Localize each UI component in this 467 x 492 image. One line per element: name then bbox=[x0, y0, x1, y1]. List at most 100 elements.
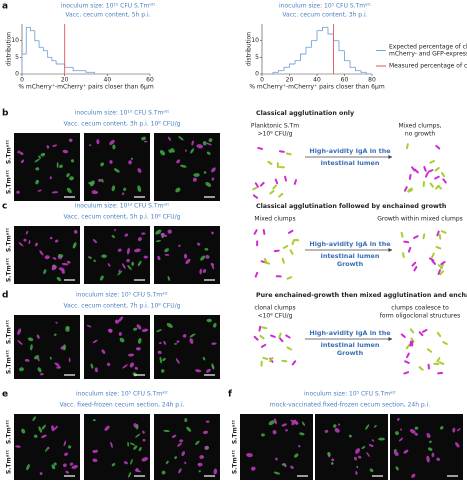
fluorescent-cell bbox=[57, 254, 64, 258]
x-tick-label: 0 bbox=[20, 77, 24, 84]
bacterium bbox=[438, 233, 442, 240]
legend-label: Measured percentage of clustered mCherry… bbox=[389, 63, 467, 70]
fluorescent-cell bbox=[174, 456, 178, 459]
fluorescent-cell bbox=[70, 159, 75, 163]
bacterium bbox=[442, 341, 448, 346]
bacterium bbox=[429, 160, 435, 164]
fluorescent-cell bbox=[24, 358, 30, 362]
bacterium bbox=[422, 181, 425, 188]
fluorescent-cell bbox=[134, 248, 141, 253]
fluorescent-cell bbox=[141, 457, 149, 462]
fluorescent-cell bbox=[414, 426, 419, 430]
fluorescent-cell bbox=[135, 347, 141, 351]
fluorescent-cell bbox=[356, 465, 359, 469]
fluorescent-cell bbox=[109, 139, 115, 146]
fluorescent-cell bbox=[143, 255, 148, 259]
fluorescent-cell bbox=[330, 462, 334, 465]
fluorescent-cell bbox=[211, 342, 217, 345]
bacterium bbox=[289, 249, 294, 255]
fluorescent-cell bbox=[69, 462, 74, 466]
channel-label: S.Tmᵃᵗᵗ bbox=[6, 258, 13, 282]
fluorescent-cell bbox=[161, 470, 166, 475]
bacterium bbox=[440, 230, 447, 234]
bacterium bbox=[278, 337, 284, 343]
histogram-bin bbox=[355, 67, 361, 72]
fluorescent-cell bbox=[61, 262, 69, 266]
fluorescent-cell bbox=[38, 155, 41, 159]
fluorescent-cell bbox=[28, 240, 31, 245]
fluorescent-cell bbox=[127, 265, 132, 270]
fluorescent-cell bbox=[272, 430, 277, 435]
bacterium bbox=[405, 352, 410, 359]
fluorescent-cell bbox=[56, 276, 62, 282]
bacterium bbox=[436, 185, 443, 190]
fluorescent-cell bbox=[104, 425, 110, 431]
bacterium bbox=[407, 246, 412, 253]
bacterium bbox=[260, 343, 267, 348]
fluorescent-cell bbox=[426, 455, 430, 463]
bacterium bbox=[431, 252, 435, 259]
histogram-bin bbox=[278, 70, 284, 73]
bacterium bbox=[267, 160, 273, 166]
micrograph-background bbox=[84, 414, 150, 480]
fluorescent-cell bbox=[164, 234, 168, 237]
fluorescent-cell bbox=[66, 173, 70, 178]
bacterium bbox=[279, 166, 285, 169]
bacterium bbox=[262, 356, 269, 361]
fluorescent-cell bbox=[53, 333, 57, 336]
fluorescent-cell bbox=[46, 145, 50, 149]
fluorescent-cell bbox=[126, 258, 130, 263]
fluorescent-cell bbox=[63, 347, 66, 351]
micrograph-background bbox=[390, 414, 463, 480]
fluorescent-cell bbox=[101, 178, 104, 183]
fluorescent-cell bbox=[355, 448, 360, 454]
bacterium bbox=[409, 340, 412, 347]
fluorescent-cell bbox=[299, 432, 305, 436]
bacterium bbox=[278, 150, 285, 153]
fluorescent-cell bbox=[452, 427, 456, 433]
diagram-right-label: no growth bbox=[405, 131, 435, 138]
fluorescent-cell bbox=[19, 151, 24, 156]
bacterium bbox=[407, 189, 413, 193]
bacterium bbox=[440, 261, 446, 266]
bacterium bbox=[291, 239, 295, 246]
channel-label: S.Tmᵃᵗᵗ bbox=[6, 420, 13, 444]
bacterium bbox=[286, 276, 293, 280]
bacterium bbox=[436, 331, 442, 338]
fluorescent-cell bbox=[123, 461, 128, 465]
histogram-bin bbox=[344, 50, 350, 62]
histogram-bin bbox=[47, 50, 52, 58]
fluorescent-cell bbox=[92, 339, 98, 344]
diagram-bacteria bbox=[253, 325, 448, 375]
fluorescent-cell bbox=[165, 460, 169, 465]
fluorescent-cell bbox=[41, 424, 46, 430]
channel-label: S.Tmᵃᵗᵗ bbox=[6, 450, 13, 474]
fluorescent-cell bbox=[213, 468, 218, 475]
histogram-bin bbox=[327, 27, 334, 35]
arrow-label: intestinal lumen bbox=[321, 341, 380, 349]
fluorescent-cell bbox=[35, 179, 39, 185]
fluorescent-cell bbox=[178, 468, 182, 474]
bacterium bbox=[405, 344, 411, 350]
fluorescent-cell bbox=[251, 466, 256, 471]
panel-label: f bbox=[228, 390, 232, 400]
fluorescent-cell bbox=[157, 350, 162, 355]
fluorescent-cell bbox=[333, 424, 337, 428]
fluorescent-cell bbox=[63, 440, 67, 447]
histogram-bin bbox=[360, 70, 367, 73]
bacterium bbox=[285, 334, 291, 339]
fluorescent-cell bbox=[202, 141, 207, 146]
fluorescent-cell bbox=[111, 235, 115, 238]
fluorescent-cell bbox=[184, 461, 187, 465]
fluorescent-cell bbox=[44, 255, 50, 260]
fluorescent-cell bbox=[30, 344, 33, 351]
fluorescent-cell bbox=[206, 318, 212, 323]
fluorescent-cell bbox=[198, 470, 201, 473]
bacterium bbox=[405, 143, 409, 150]
fluorescent-cell bbox=[167, 136, 172, 141]
diagram-bacteria bbox=[253, 228, 447, 280]
bacterium bbox=[422, 233, 426, 240]
fluorescent-cell bbox=[295, 422, 299, 425]
fluorescent-cell bbox=[54, 362, 60, 367]
fluorescent-cell bbox=[92, 419, 96, 422]
